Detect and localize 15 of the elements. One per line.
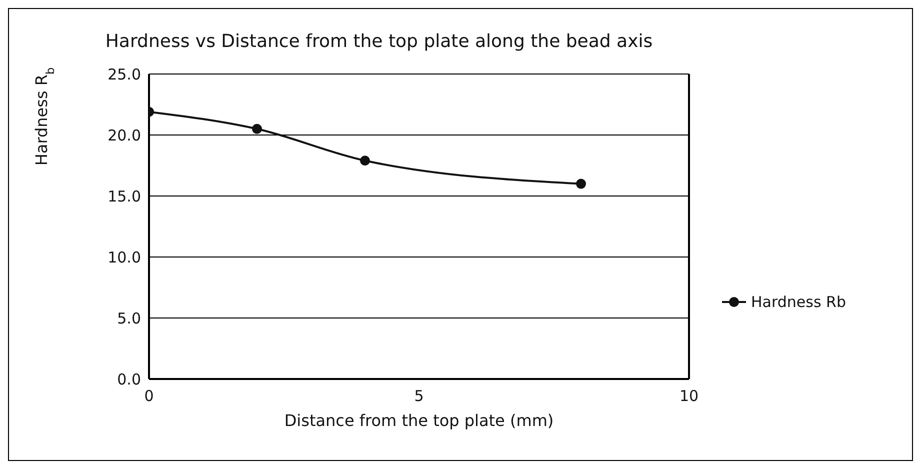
x-tick-label: 5 <box>414 387 424 405</box>
legend-label: Hardness Rb <box>751 293 846 311</box>
y-tick-label: 0.0 <box>117 370 141 388</box>
point <box>252 124 262 134</box>
y-tick-label: 10.0 <box>108 248 141 266</box>
y-tick-label: 5.0 <box>117 309 141 328</box>
point <box>576 178 586 189</box>
x-tick-label: 10 <box>679 387 699 405</box>
x-axis-title: Distance from the top plate (mm) <box>284 411 554 430</box>
y-tick-label: 20.0 <box>108 126 141 144</box>
point <box>360 156 370 166</box>
chart-title: Hardness vs Distance from the top plate along the bead axis <box>104 31 654 52</box>
y-tick-label: 25.0 <box>108 65 141 84</box>
x-tick-label: 0 <box>144 387 154 405</box>
y-tick-label: 15.0 <box>108 187 141 206</box>
